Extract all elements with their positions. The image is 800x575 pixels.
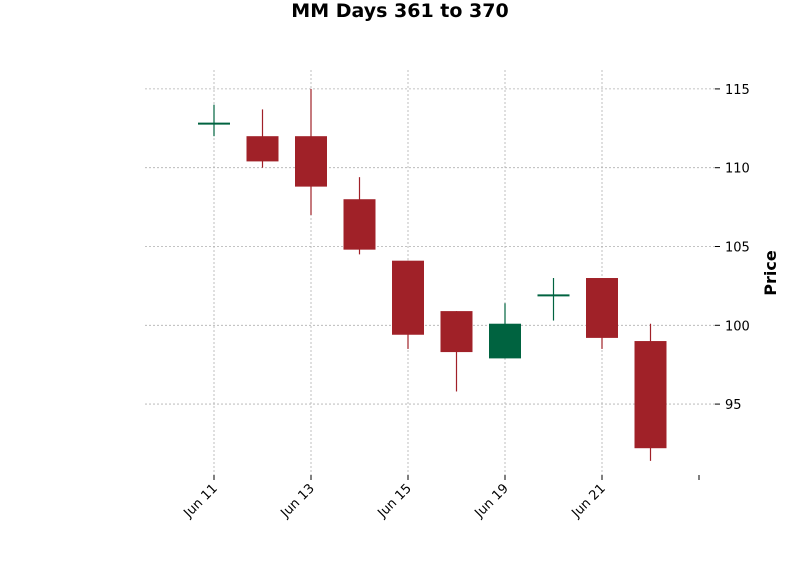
candle-body [440,311,473,353]
chart-title: MM Days 361 to 370 [291,0,508,22]
candle [489,303,521,359]
candle [246,109,279,168]
y-tick-label: 115 [725,83,750,98]
candle [198,104,230,137]
x-tick-label: Jun 21 [569,481,609,521]
y-axis-label: Price [761,250,780,296]
y-tick-label: 100 [725,319,750,334]
candle [392,260,424,349]
candle [634,323,667,461]
x-tick-label: Jun 19 [472,481,512,521]
y-tick-label: 110 [725,162,750,177]
candle-body [586,278,618,338]
candle [586,278,618,349]
candle-body [392,260,424,335]
candle-layer [198,88,667,461]
candle-body [634,341,667,449]
x-tick-label: Jun 11 [181,481,221,521]
candle-body [343,199,376,250]
x-tick-label: Jun 13 [278,481,318,521]
candle-body [295,136,327,187]
y-tick-label: 105 [725,240,750,255]
candle-body [246,136,279,162]
y-tick-label: 95 [725,398,742,413]
x-tick-label: Jun 15 [375,481,415,521]
grid-layer [145,70,715,475]
candle [295,88,327,215]
candle [537,278,570,321]
candle [343,177,376,255]
candle-body [489,323,521,359]
candle [440,311,473,392]
